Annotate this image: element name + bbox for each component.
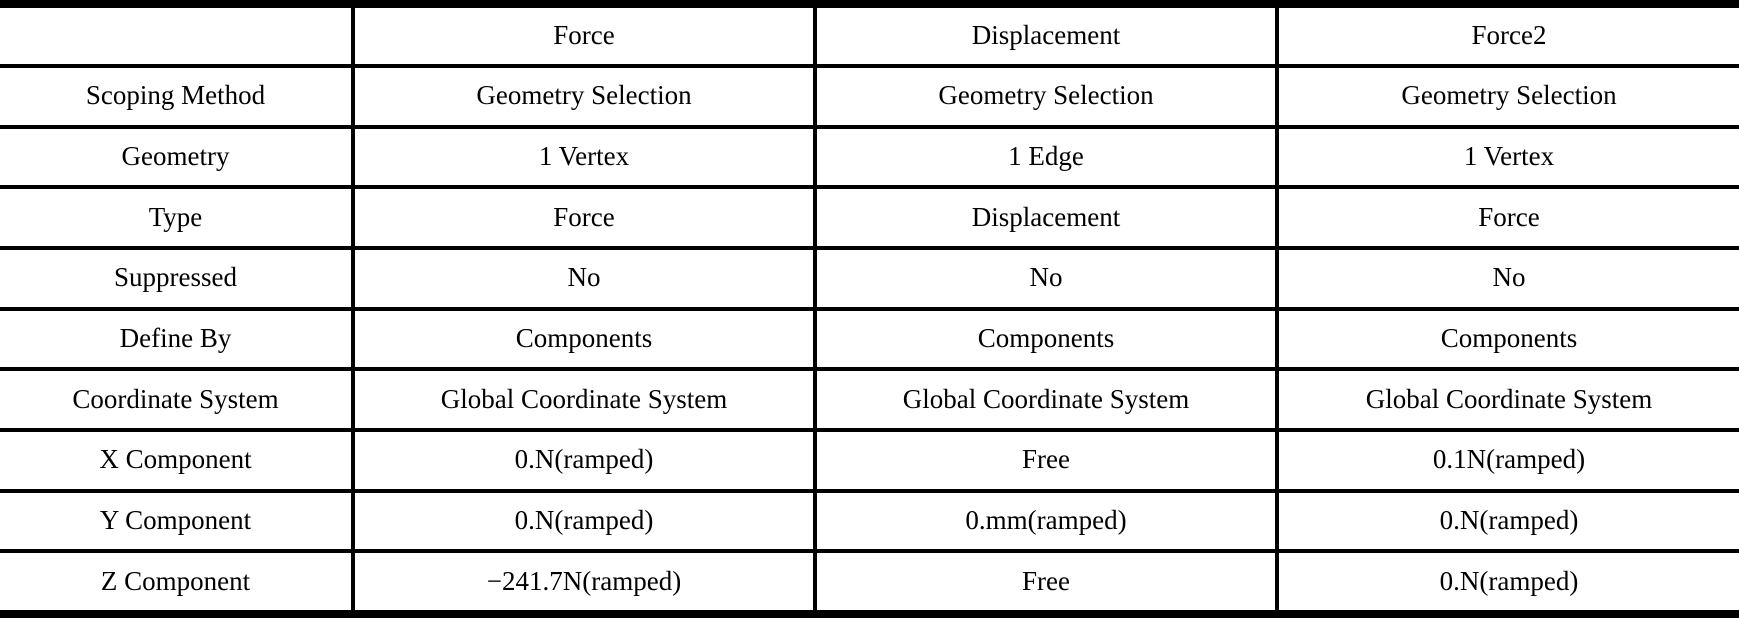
value-cell: Global Coordinate System — [351, 367, 815, 430]
row-label: Geometry — [0, 124, 353, 188]
value-cell: Displacement — [813, 185, 1277, 248]
row-label: Define By — [0, 306, 353, 370]
table-row: Geometry 1 Vertex 1 Edge 1 Vertex — [0, 124, 1739, 188]
value-cell: Global Coordinate System — [1275, 367, 1739, 430]
value-cell: 0.mm(ramped) — [813, 488, 1277, 552]
row-label: Z Component — [0, 549, 353, 614]
value-cell: Force — [351, 185, 815, 248]
table-row: X Component 0.N(ramped) Free 0.1N(ramped) — [0, 427, 1739, 491]
corner-cell — [0, 4, 353, 66]
value-cell: Components — [351, 306, 815, 370]
value-cell: Geometry Selection — [351, 64, 815, 127]
value-cell: Free — [813, 427, 1277, 491]
column-header-force: Force — [351, 4, 815, 66]
table-row: Suppressed No No No — [0, 245, 1739, 309]
value-cell: −241.7N(ramped) — [351, 549, 815, 614]
value-cell: 1 Edge — [813, 124, 1277, 188]
value-cell: 0.N(ramped) — [1275, 488, 1739, 552]
column-header-displacement: Displacement — [813, 4, 1277, 66]
row-label: Scoping Method — [0, 64, 353, 127]
value-cell: Components — [813, 306, 1277, 370]
value-cell: 1 Vertex — [351, 124, 815, 188]
table-row: Scoping Method Geometry Selection Geometry… — [0, 64, 1739, 127]
row-label: Y Component — [0, 488, 353, 552]
value-cell: Free — [813, 549, 1277, 614]
value-cell: No — [351, 245, 815, 309]
table-row: Y Component 0.N(ramped) 0.mm(ramped) 0.N(ra… — [0, 488, 1739, 552]
value-cell: 0.N(ramped) — [351, 488, 815, 552]
value-cell: 1 Vertex — [1275, 124, 1739, 188]
value-cell: Geometry Selection — [813, 64, 1277, 127]
table-row: Z Component −241.7N(ramped) Free 0.N(ramped… — [0, 549, 1739, 614]
value-cell: No — [1275, 245, 1739, 309]
value-cell: Force — [1275, 185, 1739, 248]
table-row: Type Force Displacement Force — [0, 185, 1739, 248]
row-label: X Component — [0, 427, 353, 491]
value-cell: 0.N(ramped) — [351, 427, 815, 491]
value-cell: 0.N(ramped) — [1275, 549, 1739, 614]
row-label: Suppressed — [0, 245, 353, 309]
value-cell: 0.1N(ramped) — [1275, 427, 1739, 491]
value-cell: Global Coordinate System — [813, 367, 1277, 430]
header-row: Force Displacement Force2 — [0, 4, 1739, 66]
row-label: Coordinate System — [0, 367, 353, 430]
table-row: Coordinate System Global Coordinate Syste… — [0, 367, 1739, 430]
table-row: Define By Components Components Components — [0, 306, 1739, 370]
row-label: Type — [0, 185, 353, 248]
column-header-force2: Force2 — [1275, 4, 1739, 66]
value-cell: Components — [1275, 306, 1739, 370]
table-body: Scoping Method Geometry Selection Geometry… — [0, 64, 1739, 614]
value-cell: No — [813, 245, 1277, 309]
value-cell: Geometry Selection — [1275, 64, 1739, 127]
